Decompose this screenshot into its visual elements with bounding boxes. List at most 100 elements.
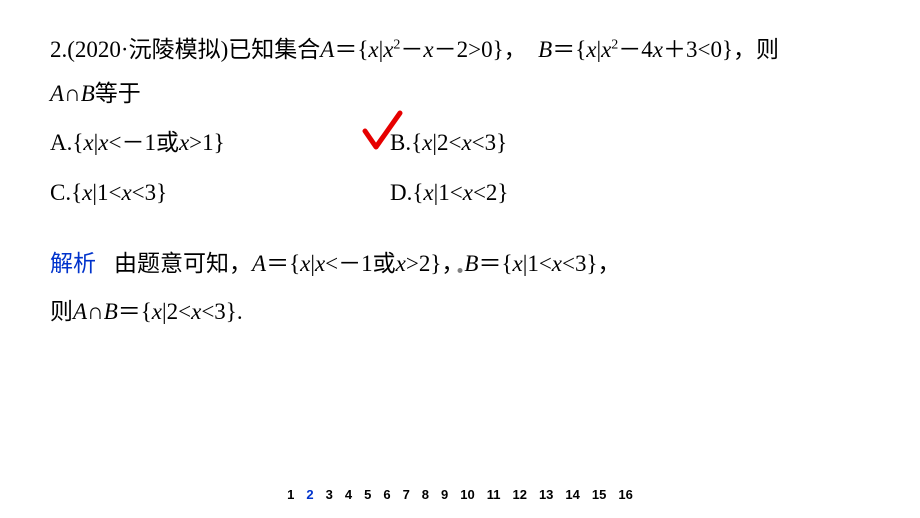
oAt1: <－1或: [108, 130, 178, 155]
oDx1: x: [423, 180, 433, 205]
eqA: ＝{: [334, 37, 368, 62]
var-A2: A: [50, 81, 64, 106]
oBx1: x: [422, 130, 432, 155]
ex7: x: [191, 299, 201, 324]
pager-item-3[interactable]: 3: [326, 487, 333, 502]
cap2: ∩: [87, 299, 104, 324]
oAx2: x: [98, 130, 108, 155]
option-D[interactable]: D.{x|1<x<2}: [390, 171, 508, 215]
explain-line-2: 则A∩B＝{x|2<x<3}.: [50, 288, 870, 336]
pager-item-1[interactable]: 1: [287, 487, 294, 502]
optD-label: D.: [390, 180, 412, 205]
x4: x: [586, 37, 596, 62]
eA: A: [252, 251, 266, 276]
l2tail: 等于: [95, 81, 141, 106]
explain-line-1: 解析由题意可知，A＝{x|x<－1或x>2}，B＝{x|1<x<3}，: [50, 239, 870, 288]
cap1: ∩: [64, 81, 81, 106]
option-A[interactable]: A.{x|x<－1或x>1}: [50, 121, 390, 165]
eB: B: [464, 251, 478, 276]
eB2: B: [104, 299, 118, 324]
oBx2: x: [461, 130, 471, 155]
optC-pre: {: [71, 180, 82, 205]
eqB: ＝{: [552, 37, 586, 62]
q-src-place: 沅陵模拟: [129, 37, 221, 62]
var-A: A: [320, 37, 334, 62]
eA2: A: [73, 299, 87, 324]
e1b: ＝{: [266, 251, 300, 276]
optA-label: A.: [50, 130, 72, 155]
oBt2: <3}: [472, 130, 508, 155]
oCx2: x: [121, 180, 131, 205]
oAx3: x: [179, 130, 189, 155]
oDt1: 1<: [438, 180, 462, 205]
ex3: x: [396, 251, 406, 276]
pager-item-8[interactable]: 8: [422, 487, 429, 502]
var-B: B: [538, 37, 552, 62]
pager-item-13[interactable]: 13: [539, 487, 553, 502]
x3: x: [423, 37, 433, 62]
q-stem-prefix: 已知集合: [228, 37, 320, 62]
x6: x: [653, 37, 663, 62]
pager-item-9[interactable]: 9: [441, 487, 448, 502]
option-C[interactable]: C.{x|1<x<3}: [50, 171, 390, 215]
ex2: x: [315, 251, 325, 276]
tA: －2>0}，: [434, 37, 527, 62]
question-line-2: A∩B等于: [50, 72, 870, 116]
pager-item-6[interactable]: 6: [383, 487, 390, 502]
oAx1: x: [83, 130, 93, 155]
e1g: <3}，: [562, 251, 621, 276]
optC-label: C.: [50, 180, 71, 205]
e2b: ＝{: [118, 299, 152, 324]
pager-item-2[interactable]: 2: [306, 487, 313, 502]
ex1: x: [300, 251, 310, 276]
e2d: <3}.: [201, 299, 242, 324]
oCt2: <3}: [132, 180, 168, 205]
options-row-2: C.{x|1<x<3} D.{x|1<x<2}: [50, 171, 870, 215]
q-number: 2.: [50, 37, 67, 62]
mA: －: [400, 37, 423, 62]
options-row-1: A.{x|x<－1或x>1} B.{x|2<x<3}: [50, 121, 870, 165]
pager-item-15[interactable]: 15: [592, 487, 606, 502]
optB-pre: {: [411, 130, 422, 155]
oBt1: 2<: [437, 130, 461, 155]
pager-item-11[interactable]: 11: [487, 487, 501, 502]
pager-item-5[interactable]: 5: [364, 487, 371, 502]
pager-item-7[interactable]: 7: [403, 487, 410, 502]
oCx1: x: [82, 180, 92, 205]
e1e: ＝{: [478, 251, 512, 276]
e2a: 则: [50, 299, 73, 324]
x5: x: [601, 37, 611, 62]
optA-pre: {: [72, 130, 83, 155]
e1a: 由题意可知，: [114, 251, 252, 276]
q-src-pre: (2020·: [67, 37, 128, 62]
pager: 12345678910111213141516: [0, 487, 920, 502]
var-B2: B: [81, 81, 95, 106]
center-dot-icon: [458, 268, 463, 273]
ex5: x: [552, 251, 562, 276]
optB-label: B.: [390, 130, 411, 155]
oAt2: >1}: [189, 130, 225, 155]
optD-pre: {: [412, 180, 423, 205]
tB: ＋3<0}，则: [663, 37, 779, 62]
pager-item-12[interactable]: 12: [512, 487, 526, 502]
pager-item-10[interactable]: 10: [460, 487, 474, 502]
e1c: <－1或: [325, 251, 395, 276]
pager-item-16[interactable]: 16: [618, 487, 632, 502]
ex6: x: [152, 299, 162, 324]
mB: －4: [618, 37, 653, 62]
oDx2: x: [463, 180, 473, 205]
pager-item-14[interactable]: 14: [565, 487, 579, 502]
oCt1: 1<: [97, 180, 121, 205]
e1d: >2}，: [406, 251, 465, 276]
pager-item-4[interactable]: 4: [345, 487, 352, 502]
e2c: 2<: [167, 299, 191, 324]
explanation: 解析由题意可知，A＝{x|x<－1或x>2}，B＝{x|1<x<3}， 则A∩B…: [50, 239, 870, 337]
question-line-1: 2.(2020·沅陵模拟)已知集合A＝{x|x2－x－2>0}， B＝{x|x2…: [50, 28, 870, 72]
ex4: x: [512, 251, 522, 276]
oDt2: <2}: [473, 180, 509, 205]
explain-label: 解析: [50, 250, 96, 276]
option-B[interactable]: B.{x|2<x<3}: [390, 121, 507, 165]
e1f: 1<: [527, 251, 551, 276]
x2a: x: [383, 37, 393, 62]
x1: x: [368, 37, 378, 62]
